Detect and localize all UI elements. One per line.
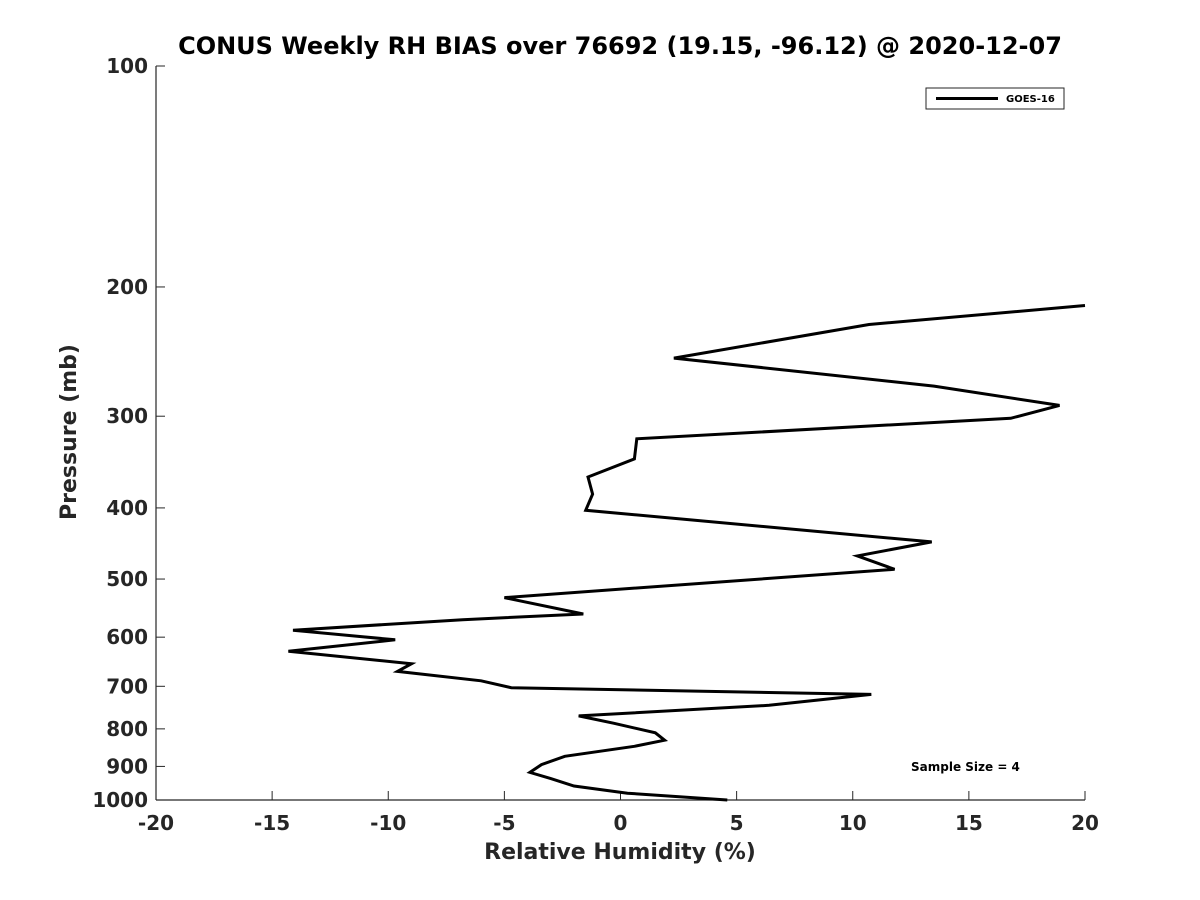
chart-title: CONUS Weekly RH BIAS over 76692 (19.15, … bbox=[178, 32, 1062, 60]
y-tick-label: 400 bbox=[106, 496, 148, 520]
x-tick-label: 10 bbox=[839, 811, 867, 835]
y-tick-label: 1000 bbox=[92, 788, 148, 812]
x-tick-label: -10 bbox=[370, 811, 406, 835]
y-tick-label: 600 bbox=[106, 625, 148, 649]
y-tick-label: 100 bbox=[106, 54, 148, 78]
y-tick-label: 500 bbox=[106, 567, 148, 591]
legend-label-goes-16: GOES-16 bbox=[1006, 94, 1055, 105]
x-tick-label: 5 bbox=[730, 811, 744, 835]
series-line-goes-16 bbox=[288, 304, 1086, 802]
x-tick-label: 0 bbox=[614, 811, 628, 835]
x-tick-label: 15 bbox=[955, 811, 983, 835]
legend: GOES-16 bbox=[925, 87, 1065, 110]
y-tick-label: 700 bbox=[106, 674, 148, 698]
y-tick-label: 300 bbox=[106, 404, 148, 428]
sample-size-annotation: Sample Size = 4 bbox=[911, 760, 1020, 774]
x-tick-label: -15 bbox=[254, 811, 290, 835]
y-tick-label: 900 bbox=[106, 754, 148, 778]
x-axis-label: Relative Humidity (%) bbox=[484, 840, 756, 865]
x-tick-label: -5 bbox=[493, 811, 515, 835]
y-tick-label: 800 bbox=[106, 717, 148, 741]
x-tick-label: -20 bbox=[138, 811, 174, 835]
series-layer bbox=[288, 304, 1086, 802]
y-tick-label: 200 bbox=[106, 275, 148, 299]
x-tick-label: 20 bbox=[1071, 811, 1099, 835]
ticks: -20 -15 -10 -5 0 5 10 15 20 100 200 300 400 500 600 700… bbox=[92, 54, 1099, 835]
y-axis-label: Pressure (mb) bbox=[57, 344, 82, 520]
